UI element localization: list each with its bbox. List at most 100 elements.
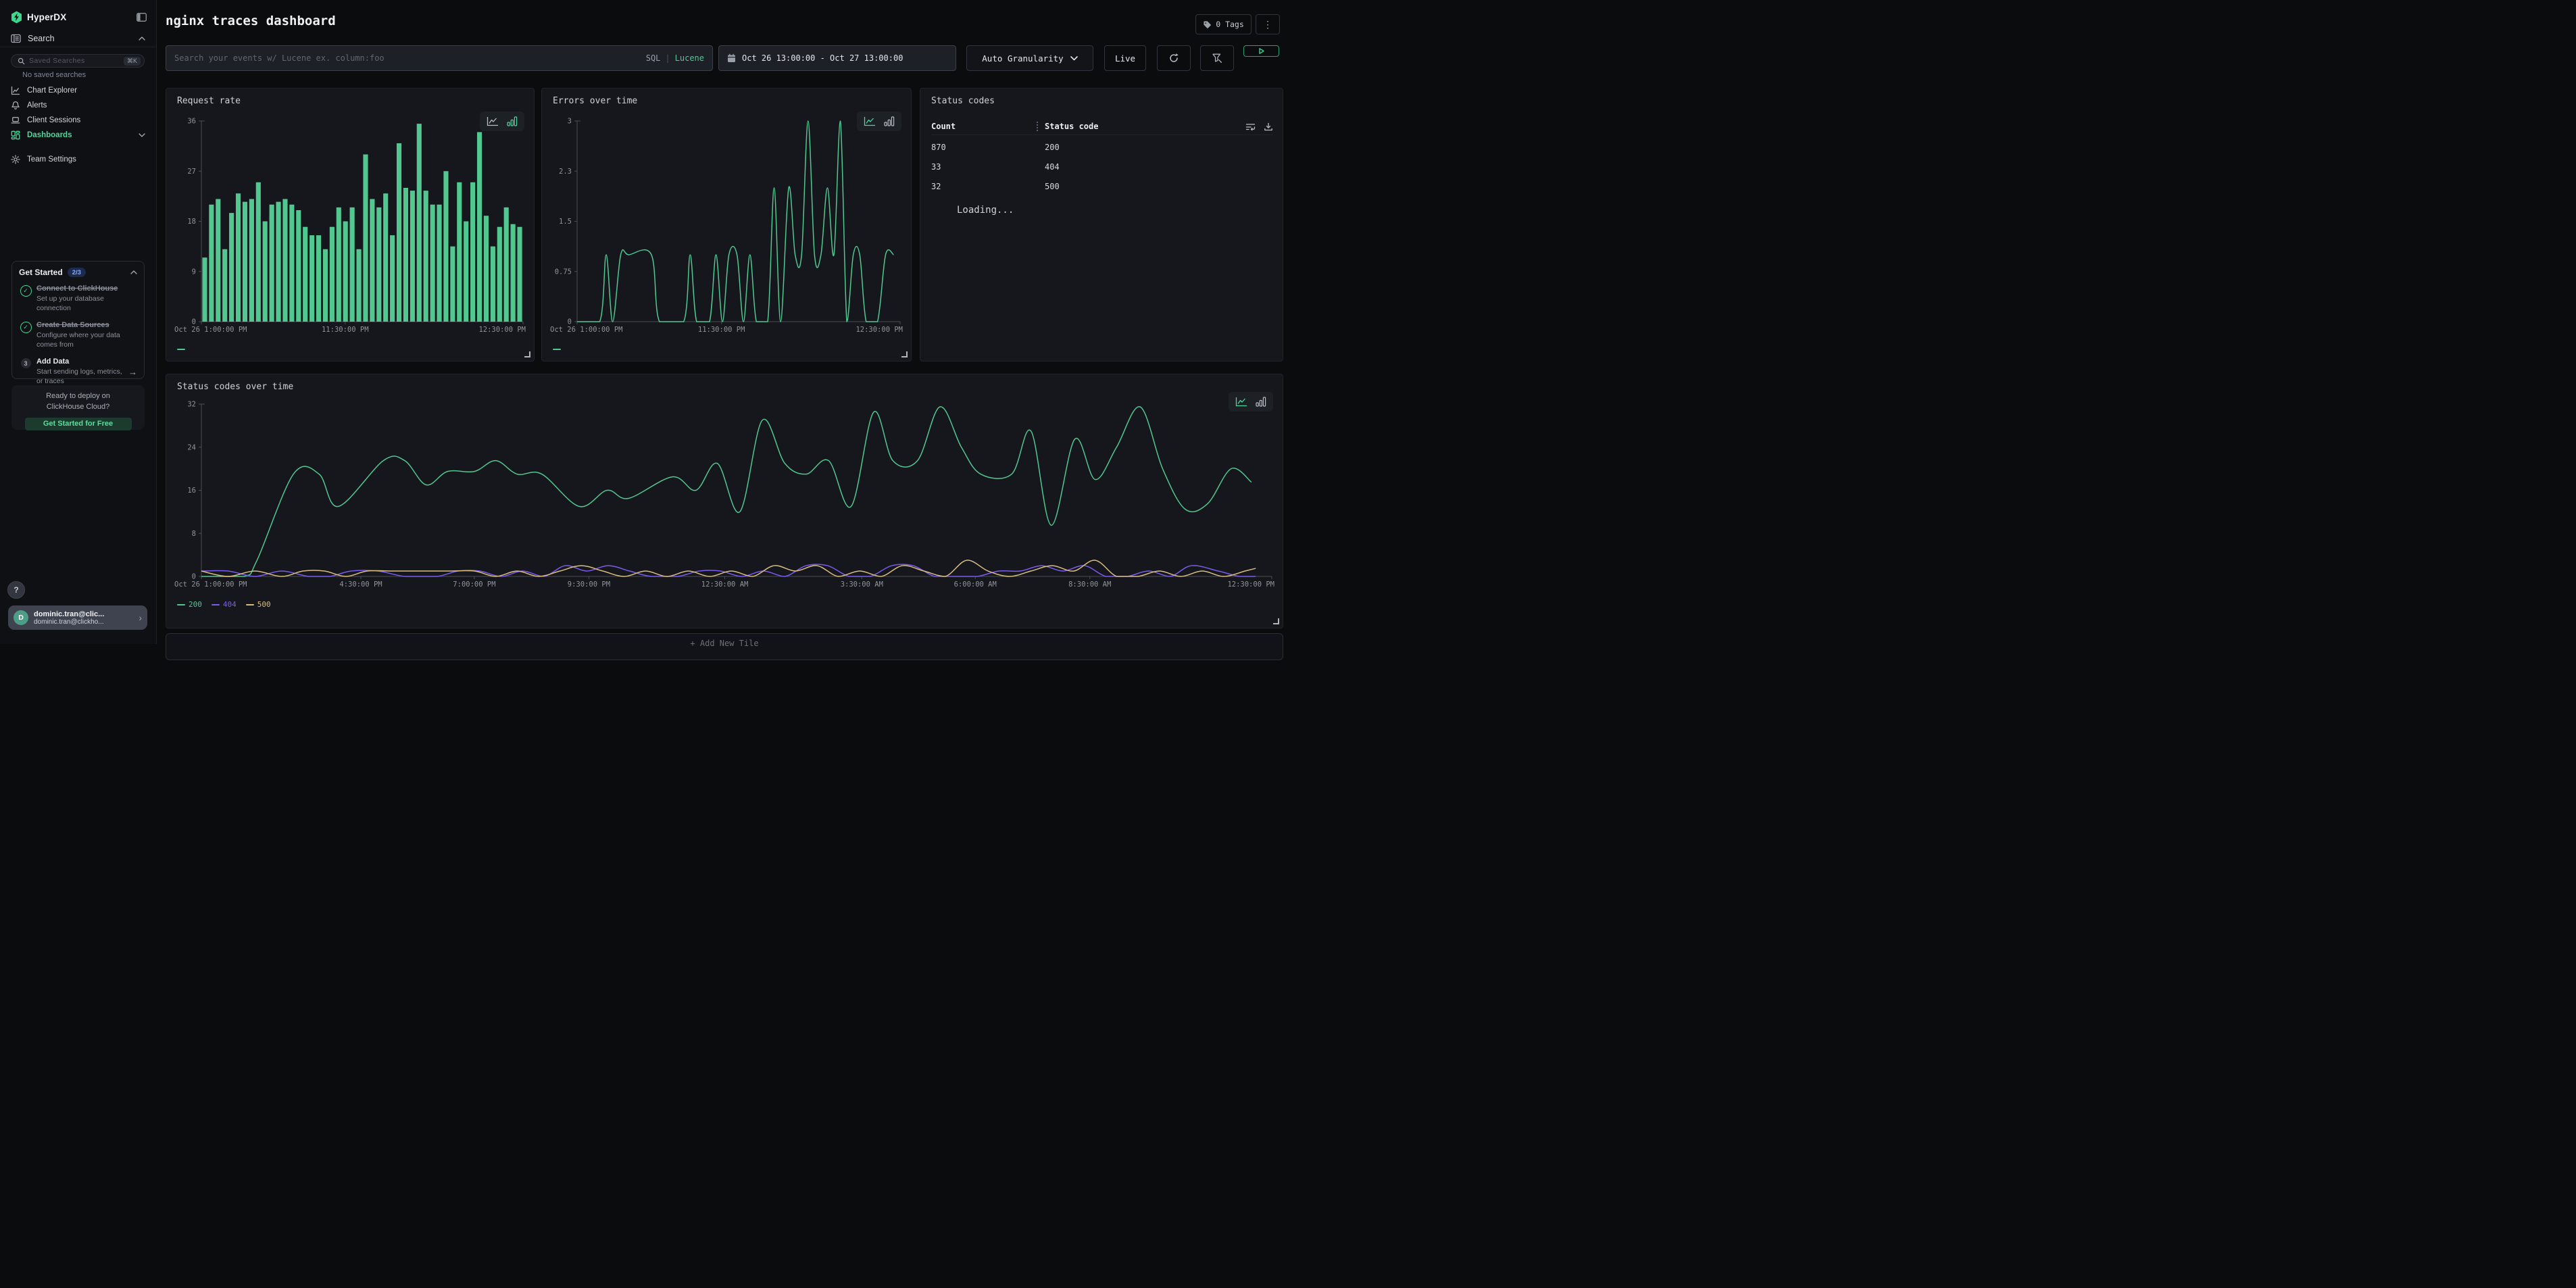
svg-text:8: 8 bbox=[192, 530, 196, 538]
resize-handle[interactable] bbox=[524, 351, 530, 357]
legend-swatch bbox=[177, 349, 185, 350]
filter-edit-icon bbox=[1212, 53, 1222, 63]
add-new-tile-button[interactable]: + Add New Tile bbox=[166, 633, 1283, 660]
tags-button[interactable]: 0 Tags bbox=[1195, 14, 1252, 34]
get-started-progress-badge: 2/3 bbox=[67, 268, 86, 277]
legend-item[interactable]: 500 bbox=[245, 600, 271, 609]
search-section-icon bbox=[11, 34, 21, 43]
chart-legend bbox=[553, 349, 561, 350]
chevron-up-icon[interactable] bbox=[139, 36, 145, 41]
sidebar-item-dashboards[interactable]: Dashboards bbox=[0, 128, 156, 143]
shortcut-badge: ⌘K bbox=[123, 56, 141, 66]
table-row[interactable]: 33 404 bbox=[931, 157, 1273, 176]
lucene-mode-button[interactable]: Lucene bbox=[674, 53, 704, 63]
resize-handle[interactable] bbox=[901, 351, 908, 357]
svg-text:9: 9 bbox=[192, 268, 196, 276]
granularity-select[interactable]: Auto Granularity bbox=[966, 45, 1093, 71]
get-started-step-sources[interactable]: ✓ Create Data Sources Configure where yo… bbox=[19, 320, 137, 350]
bar-chart-icon[interactable] bbox=[1256, 397, 1266, 407]
get-started-step-connect[interactable]: ✓ Connect to ClickHouse Set up your data… bbox=[19, 284, 137, 314]
app-title: HyperDX bbox=[27, 11, 67, 22]
legend-swatch bbox=[177, 603, 185, 605]
live-button[interactable]: Live bbox=[1104, 45, 1146, 71]
chart-legend: 200 404 500 bbox=[177, 600, 271, 609]
column-header-status-code[interactable]: Status code bbox=[1045, 122, 1099, 131]
column-header-count[interactable]: Count bbox=[931, 122, 956, 131]
count-cell: 870 bbox=[931, 142, 946, 152]
status-code-cell: 404 bbox=[1045, 162, 1060, 172]
sidebar-item-alerts[interactable]: Alerts bbox=[0, 98, 156, 113]
help-button[interactable]: ? bbox=[7, 581, 25, 599]
get-started-title: Get Started bbox=[19, 268, 63, 277]
sidebar-item-chart-explorer[interactable]: Chart Explorer bbox=[0, 83, 156, 98]
chart-legend bbox=[177, 349, 185, 350]
filter-button[interactable] bbox=[1200, 45, 1234, 71]
svg-text:0: 0 bbox=[568, 318, 572, 326]
bell-icon bbox=[11, 101, 20, 109]
resize-handle[interactable] bbox=[1273, 618, 1279, 624]
get-started-free-button[interactable]: Get Started for Free bbox=[24, 417, 132, 430]
legend-item[interactable]: 404 bbox=[211, 600, 237, 609]
panel-status-codes: Status codes Count Status code 870 200 33 4… bbox=[920, 88, 1283, 362]
svg-text:36: 36 bbox=[187, 118, 196, 126]
legend-label: 404 bbox=[222, 600, 237, 609]
status-codes-over-time-chart[interactable]: 0 8 16 24 32 Oct 26 1:00:00 PM 4:30:00 PM 7:00:… bbox=[173, 399, 1276, 590]
legend-item[interactable]: 200 bbox=[177, 600, 202, 609]
svg-text:0: 0 bbox=[192, 318, 196, 326]
table-row[interactable]: 32 500 bbox=[931, 176, 1273, 196]
sidebar-item-client-sessions[interactable]: Client Sessions bbox=[0, 113, 156, 128]
avatar: D bbox=[14, 610, 28, 625]
no-saved-searches-text: No saved searches bbox=[22, 71, 86, 79]
chevron-down-icon bbox=[1070, 55, 1078, 61]
cloud-promo-line1: Ready to deploy on bbox=[46, 392, 110, 400]
svg-text:3: 3 bbox=[568, 118, 572, 126]
column-resize-handle[interactable] bbox=[1037, 122, 1038, 131]
chevron-down-icon[interactable] bbox=[139, 133, 145, 137]
status-codes-table: 870 200 33 404 32 500 bbox=[931, 137, 1273, 196]
request-rate-chart[interactable]: 0 9 18 27 36 Oct 26 1:00:00 PM 11:30:00 PM 12:3… bbox=[173, 116, 527, 335]
panel-title: Status codes over time bbox=[177, 382, 294, 392]
download-icon[interactable] bbox=[1264, 122, 1273, 131]
saved-searches-input[interactable]: Saved Searches ⌘K bbox=[11, 54, 145, 68]
panel-title: Errors over time bbox=[553, 96, 638, 106]
wrap-text-icon[interactable] bbox=[1245, 122, 1256, 131]
legend-item[interactable] bbox=[553, 349, 561, 350]
chevron-up-icon[interactable] bbox=[130, 270, 137, 274]
line-chart-icon[interactable] bbox=[1235, 397, 1247, 407]
svg-text:2.3: 2.3 bbox=[559, 168, 572, 176]
run-query-button[interactable] bbox=[1243, 45, 1279, 57]
legend-swatch bbox=[245, 603, 254, 605]
bar-chart-icon[interactable] bbox=[507, 116, 518, 126]
dashboard-menu-button[interactable]: ⋮ bbox=[1256, 14, 1280, 34]
errors-over-time-chart[interactable]: 0 0.75 1.5 2.3 3 Oct 26 1:00:00 PM 11:30:00 PM… bbox=[549, 116, 904, 335]
svg-text:12:30:00 PM: 12:30:00 PM bbox=[1227, 580, 1274, 589]
user-email: dominic.tran@clickho... bbox=[34, 618, 104, 626]
get-started-card: Get Started 2/3 ✓ Connect to ClickHouse … bbox=[11, 261, 145, 385]
table-row[interactable]: 870 200 bbox=[931, 137, 1273, 157]
panel-status-codes-over-time: Status codes over time 0 8 16 24 32 Oct 26 1:… bbox=[166, 374, 1283, 628]
refresh-icon bbox=[1170, 53, 1179, 62]
svg-text:12:30:00 AM: 12:30:00 AM bbox=[701, 580, 749, 589]
get-started-step-add-data[interactable]: 3 Add Data Start sending logs, metrics, … bbox=[19, 357, 137, 387]
svg-text:8:30:00 AM: 8:30:00 AM bbox=[1068, 580, 1111, 589]
saved-searches-placeholder: Saved Searches bbox=[29, 57, 85, 65]
tag-icon bbox=[1204, 20, 1212, 28]
refresh-button[interactable] bbox=[1157, 45, 1191, 71]
svg-text:4:30:00 PM: 4:30:00 PM bbox=[339, 580, 382, 589]
svg-text:Oct 26 1:00:00 PM: Oct 26 1:00:00 PM bbox=[174, 326, 247, 334]
bar-chart-icon[interactable] bbox=[884, 116, 895, 126]
check-icon: ✓ bbox=[20, 322, 32, 334]
svg-text:24: 24 bbox=[187, 443, 196, 451]
legend-item[interactable] bbox=[177, 349, 185, 350]
sidebar-item-search[interactable]: Search bbox=[0, 30, 156, 47]
sql-mode-button[interactable]: SQL bbox=[645, 53, 661, 63]
event-search-input[interactable]: Search your events w/ Lucene ex. column:… bbox=[166, 45, 713, 71]
legend-swatch bbox=[553, 349, 561, 350]
sidebar-item-team-settings[interactable]: Team Settings bbox=[0, 152, 156, 167]
line-chart-icon[interactable] bbox=[487, 116, 499, 126]
line-chart-icon[interactable] bbox=[864, 116, 876, 126]
sidebar: HyperDX Search Saved Searches ⌘K No save… bbox=[0, 0, 157, 644]
collapse-sidebar-icon[interactable] bbox=[137, 12, 147, 22]
user-menu[interactable]: D dominic.tran@clic... dominic.tran@clic… bbox=[8, 605, 147, 630]
date-range-picker[interactable]: Oct 26 13:00:00 - Oct 27 13:00:00 bbox=[718, 45, 956, 71]
